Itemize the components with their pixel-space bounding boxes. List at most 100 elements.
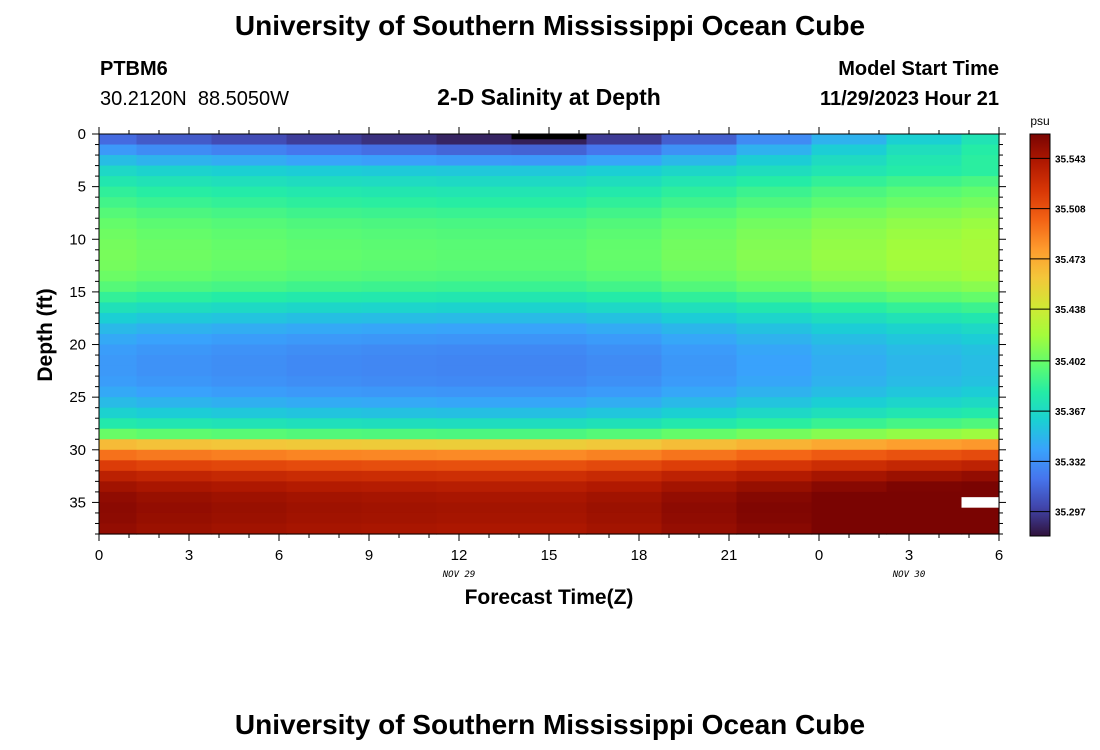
heatmap-cell <box>211 418 288 430</box>
heatmap-cell <box>661 355 738 367</box>
heatmap-cell <box>286 502 363 514</box>
heatmap-cell <box>436 218 513 230</box>
heatmap-cell <box>211 460 288 472</box>
heatmap-cell <box>961 249 1000 261</box>
heatmap-cell <box>136 523 213 535</box>
heatmap-cell <box>511 165 588 177</box>
heatmap-cell <box>286 512 363 525</box>
heatmap-cell <box>136 512 213 525</box>
heatmap-cell <box>811 386 888 398</box>
heatmap-cell <box>436 144 513 156</box>
heatmap-cell <box>286 302 363 314</box>
heatmap-cell <box>436 407 513 419</box>
heatmap-cell <box>99 512 138 525</box>
heatmap-cell <box>661 460 738 472</box>
heatmap-cell <box>586 407 663 419</box>
heatmap-cell <box>661 344 738 356</box>
heatmap-cell <box>511 176 588 188</box>
heatmap-cell <box>586 418 663 430</box>
heatmap-cell <box>136 176 213 188</box>
heatmap-cell <box>511 291 588 304</box>
colorbar-tick-label: 35.367 <box>1055 407 1086 418</box>
heatmap-cell <box>886 491 963 504</box>
heatmap-cell <box>811 523 888 535</box>
heatmap-cell <box>961 523 1000 535</box>
heatmap-cell <box>661 334 738 346</box>
heatmap-cell <box>886 228 963 240</box>
heatmap-cell <box>811 260 888 272</box>
heatmap-cell <box>961 207 1000 219</box>
heatmap-cell <box>886 428 963 440</box>
heatmap-cell <box>811 491 888 504</box>
heatmap-cell <box>361 386 438 398</box>
heatmap-cell <box>811 481 888 493</box>
heatmap-cell <box>661 239 738 251</box>
heatmap-cell <box>661 407 738 419</box>
heatmap-cell <box>586 386 663 398</box>
heatmap-cell <box>661 470 738 482</box>
heatmap-cell <box>886 470 963 482</box>
heatmap-cell <box>136 281 213 293</box>
heatmap-cell <box>736 512 813 525</box>
heatmap-cell <box>136 186 213 198</box>
heatmap-cell <box>511 344 588 356</box>
station-coordinates: 30.2120N 88.5050W <box>100 88 289 110</box>
heatmap-cell <box>361 249 438 261</box>
heatmap-cell <box>736 334 813 346</box>
heatmap-cell <box>961 376 1000 388</box>
heatmap-cell <box>136 439 213 451</box>
heatmap-cell <box>99 449 138 461</box>
heatmap-cell <box>436 249 513 261</box>
heatmap-cell <box>211 302 288 314</box>
heatmap-cell <box>211 397 288 409</box>
heatmap-cell <box>736 418 813 430</box>
heatmap-cell <box>511 186 588 198</box>
heatmap-cell <box>511 270 588 282</box>
heatmap-cell <box>586 270 663 282</box>
heatmap-cell <box>286 491 363 504</box>
heatmap-cell <box>961 407 1000 419</box>
heatmap-cell <box>511 260 588 272</box>
heatmap-cell <box>136 418 213 430</box>
heatmap-cell <box>361 312 438 325</box>
heatmap-cell <box>961 428 1000 440</box>
heatmap-cell <box>511 334 588 346</box>
colorbar-tick-label: 35.508 <box>1055 205 1086 216</box>
heatmap-cell <box>961 291 1000 304</box>
colorbar-tick-label: 35.473 <box>1055 255 1086 266</box>
heatmap-cell <box>511 502 588 514</box>
heatmap-cell <box>586 428 663 440</box>
heatmap-cell <box>211 134 288 146</box>
heatmap-cell <box>99 418 138 430</box>
heatmap-cell <box>361 502 438 514</box>
heatmap-cell <box>436 397 513 409</box>
heatmap-cell <box>436 291 513 304</box>
heatmap-cell <box>211 386 288 398</box>
heatmap-cell <box>136 260 213 272</box>
heatmap-cell <box>511 481 588 493</box>
heatmap-cell <box>661 502 738 514</box>
x-tick-label: 0 <box>815 547 823 564</box>
heatmap-cell <box>661 323 738 335</box>
heatmap-cell <box>811 460 888 472</box>
heatmap-cell <box>436 155 513 167</box>
heatmap-cell <box>436 207 513 219</box>
heatmap-cell <box>811 428 888 440</box>
heatmap-cell <box>811 197 888 209</box>
heatmap-cell <box>736 491 813 504</box>
heatmap-cell <box>436 449 513 461</box>
heatmap-cell <box>886 355 963 367</box>
heatmap-cell <box>136 155 213 167</box>
heatmap-cell <box>211 197 288 209</box>
heatmap-cell <box>661 481 738 493</box>
heatmap-cell <box>736 207 813 219</box>
heatmap-cell <box>736 228 813 240</box>
heatmap-cell <box>586 365 663 377</box>
heatmap-cell <box>811 281 888 293</box>
heatmap-cell <box>436 270 513 282</box>
heatmap-cell <box>361 207 438 219</box>
y-tick-label: 25 <box>69 389 86 406</box>
heatmap-cell <box>811 512 888 525</box>
heatmap-cell <box>736 376 813 388</box>
chart-title: 2-D Salinity at Depth <box>437 84 661 110</box>
